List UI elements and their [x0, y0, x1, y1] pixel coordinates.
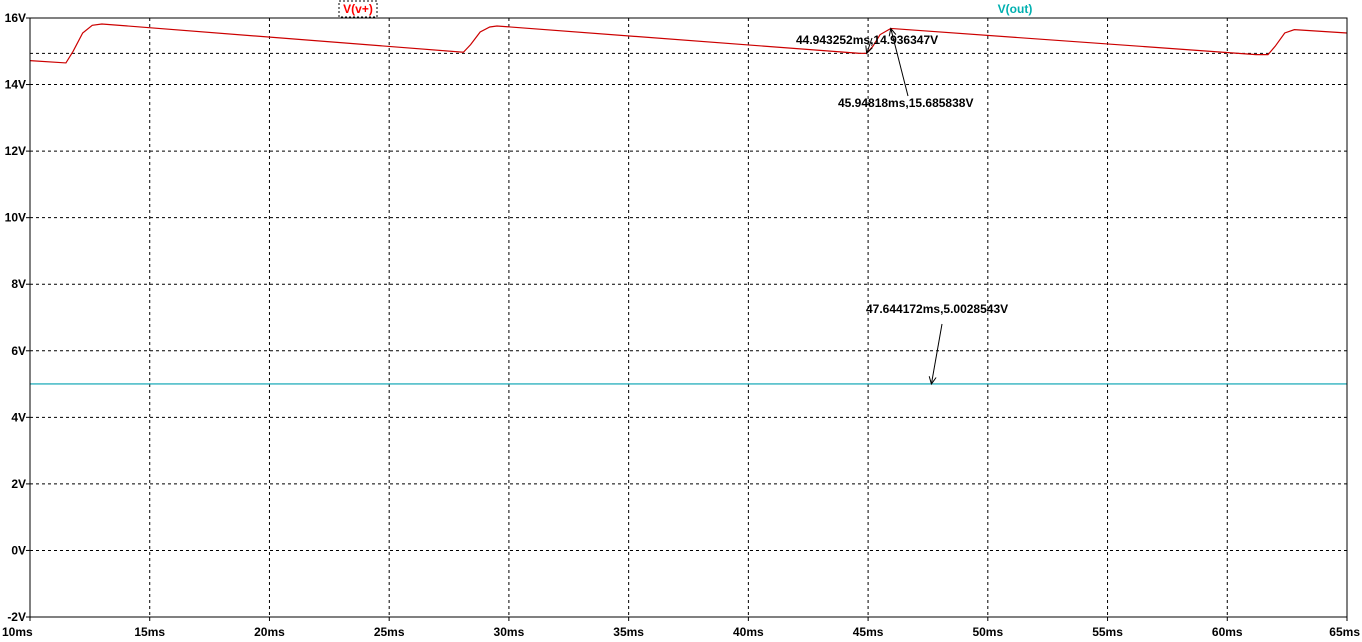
y-tick-label: 16V	[5, 11, 26, 25]
cursor-annotation: 45.94818ms,15.685838V	[838, 27, 973, 110]
x-tick-label: 40ms	[733, 625, 764, 639]
legend-label[interactable]: V(v+)	[343, 2, 373, 16]
y-tick-label: 6V	[11, 344, 26, 358]
annotation-arrow-line	[866, 37, 873, 54]
legend-entry-v-v[interactable]: V(v+)	[338, 0, 378, 18]
legend-label[interactable]: V(out)	[998, 2, 1033, 16]
x-tick-label: 60ms	[1212, 625, 1243, 639]
annotation-arrow-line	[890, 28, 909, 97]
grid	[30, 18, 1347, 617]
cursor-annotation: 44.943252ms,14.936347V	[796, 33, 938, 55]
x-tick-label: 15ms	[134, 625, 165, 639]
plot-frame	[29, 17, 1348, 618]
annotation-arrow-head	[928, 376, 937, 386]
x-tick-label: 20ms	[254, 625, 285, 639]
annotation-label: 47.644172ms,5.0028543V	[866, 302, 1008, 316]
x-tick-label: 65ms	[1329, 625, 1360, 639]
annotation-arrow-head	[888, 27, 897, 37]
annotation-label: 44.943252ms,14.936347V	[796, 33, 938, 47]
cursor-annotations: 44.943252ms,14.936347V 45.94818ms,15.6858…	[796, 27, 1008, 386]
annotation-label: 45.94818ms,15.685838V	[838, 96, 973, 110]
y-tick-label: 2V	[11, 477, 26, 491]
x-tick-label: 10ms	[2, 625, 33, 639]
x-tick-label: 50ms	[972, 625, 1003, 639]
y-tick-label: 0V	[11, 543, 26, 557]
y-tick-label: 10V	[5, 211, 26, 225]
y-tick-label: 14V	[5, 78, 26, 92]
legend[interactable]: V(v+) V(out)	[338, 0, 1033, 18]
y-tick-label: -2V	[7, 610, 26, 624]
y-tick-label: 8V	[11, 277, 26, 291]
x-tick-label: 25ms	[374, 625, 405, 639]
x-tick-label: 45ms	[853, 625, 884, 639]
tick-labels: 10ms 15ms 20ms 25ms 30ms 35ms 40ms 45ms 50ms 55ms…	[2, 11, 1360, 639]
annotation-arrow-head	[865, 45, 873, 55]
y-tick-label: 4V	[11, 410, 26, 424]
x-tick-label: 55ms	[1092, 625, 1123, 639]
series-layer	[29, 23, 1348, 385]
y-tick-label: 12V	[5, 144, 26, 158]
x-tick-label: 35ms	[613, 625, 644, 639]
legend-entry-v-out[interactable]: V(out)	[998, 2, 1033, 16]
x-tick-label: 30ms	[494, 625, 525, 639]
cursor-annotation: 47.644172ms,5.0028543V	[866, 302, 1008, 386]
annotation-arrow-line	[930, 323, 943, 385]
legend-selection-box	[338, 0, 378, 18]
series-line-v-v	[29, 23, 1348, 64]
